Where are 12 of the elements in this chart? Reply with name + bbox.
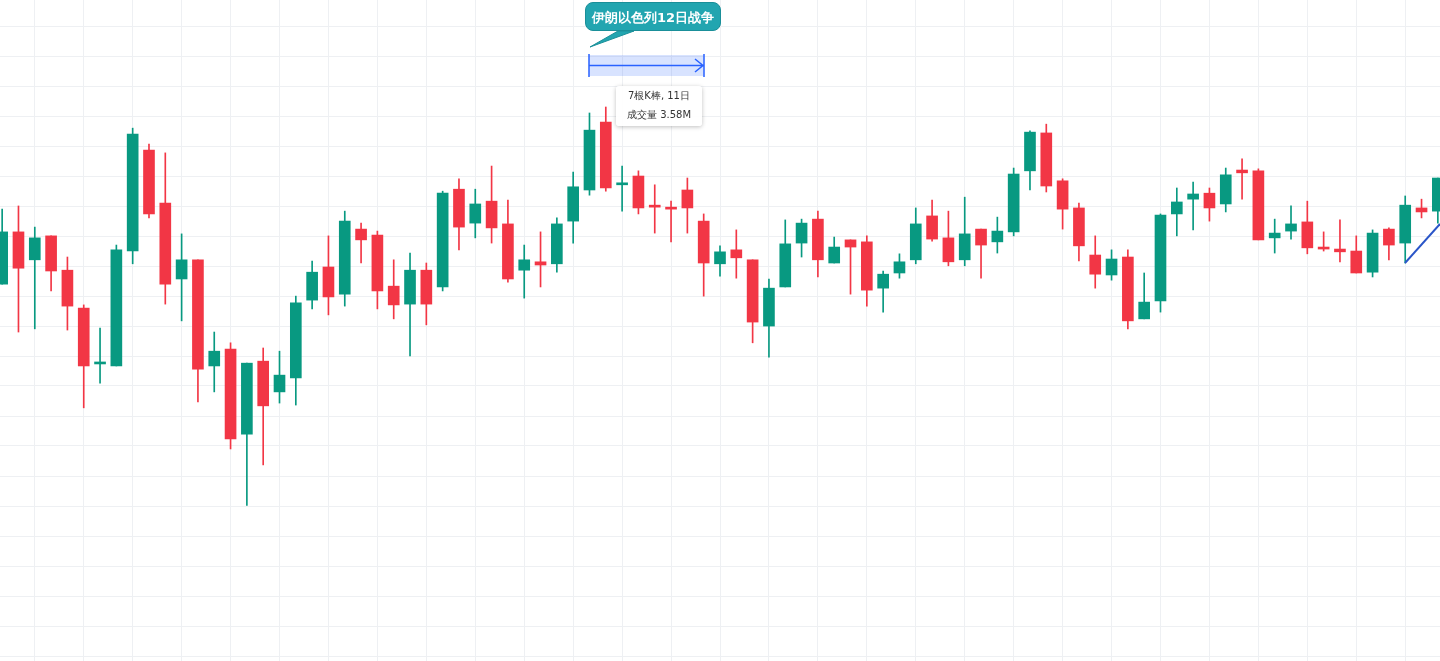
candlestick (518, 244, 531, 299)
text: 伊朗以色列12日战争 (585, 2, 721, 31)
candlestick (1236, 158, 1248, 200)
annotation: 成交量 3.58M (625, 108, 693, 122)
candlestick (1285, 205, 1297, 240)
candlestick (208, 331, 221, 393)
candlestick (28, 226, 41, 330)
candlestick (1334, 219, 1346, 263)
candlestick (616, 165, 628, 212)
candlestick (730, 229, 743, 279)
text: 7根K棒, 11日 (627, 89, 691, 103)
candlestick (1268, 218, 1281, 254)
